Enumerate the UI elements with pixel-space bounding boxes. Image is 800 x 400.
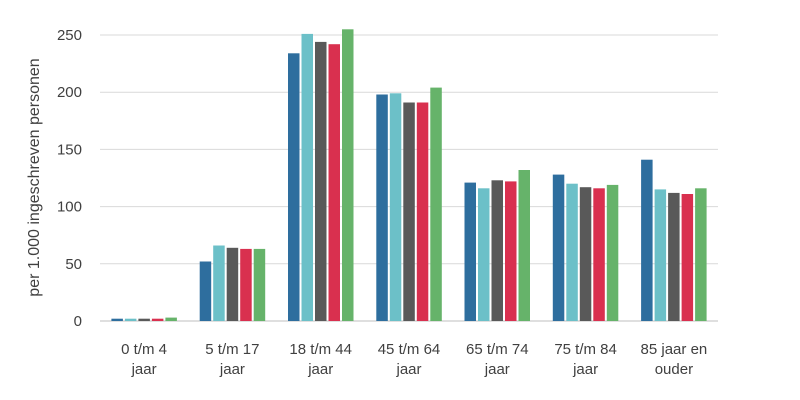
bar	[491, 180, 503, 321]
y-axis-ticks: 0 50 100 150 200 250	[57, 27, 82, 330]
bar	[301, 33, 313, 322]
bar	[199, 261, 212, 321]
x-tick-label: 75 t/m 84 jaar	[554, 341, 617, 378]
bars	[111, 29, 707, 322]
bar	[641, 159, 653, 321]
x-tick-label: 18 t/m 44 jaar	[289, 341, 352, 378]
bar	[430, 87, 442, 321]
bar	[111, 318, 123, 321]
bar	[376, 94, 388, 321]
bar	[654, 189, 667, 321]
bar	[342, 29, 354, 322]
y-tick-label: 0	[74, 313, 82, 330]
x-tick-label: 5 t/m 17 jaar	[205, 341, 259, 378]
bar	[315, 41, 327, 322]
bar	[681, 194, 694, 321]
bar	[416, 102, 429, 321]
y-tick-label: 50	[65, 256, 82, 273]
bar	[240, 248, 252, 321]
bar	[552, 174, 565, 321]
x-tick-label: 45 t/m 64 jaar	[378, 341, 441, 378]
bar	[253, 248, 266, 321]
bar	[606, 184, 619, 321]
x-tick-label: 0 t/m 4 jaar	[121, 341, 167, 378]
bar	[138, 318, 150, 321]
bar	[464, 182, 476, 321]
y-tick-label: 100	[57, 199, 82, 216]
y-tick-label: 200	[57, 84, 82, 101]
y-axis-label: per 1.000 ingeschreven personen	[26, 58, 43, 296]
bar	[288, 53, 300, 322]
bar	[226, 247, 239, 321]
bar	[579, 187, 592, 321]
y-tick-label: 250	[57, 27, 82, 44]
bar	[668, 192, 680, 321]
bar	[328, 44, 340, 321]
bar	[695, 188, 707, 321]
bar	[213, 245, 225, 321]
bar	[151, 318, 164, 321]
bar	[478, 188, 490, 321]
bar	[518, 170, 530, 321]
x-tick-label: 65 t/m 74 jaar	[466, 341, 529, 378]
bar	[593, 188, 605, 321]
bar	[403, 102, 415, 321]
bar	[566, 183, 578, 321]
bar	[124, 318, 137, 321]
x-tick-label: 85 jaar en ouder	[641, 341, 708, 378]
bar	[165, 317, 177, 321]
y-tick-label: 150	[57, 141, 82, 158]
x-axis-ticks: 0 t/m 4 jaar 5 t/m 17 jaar 18 t/m 44 jaar 45 t…	[121, 341, 707, 378]
bar	[389, 93, 402, 321]
bar	[505, 181, 517, 321]
